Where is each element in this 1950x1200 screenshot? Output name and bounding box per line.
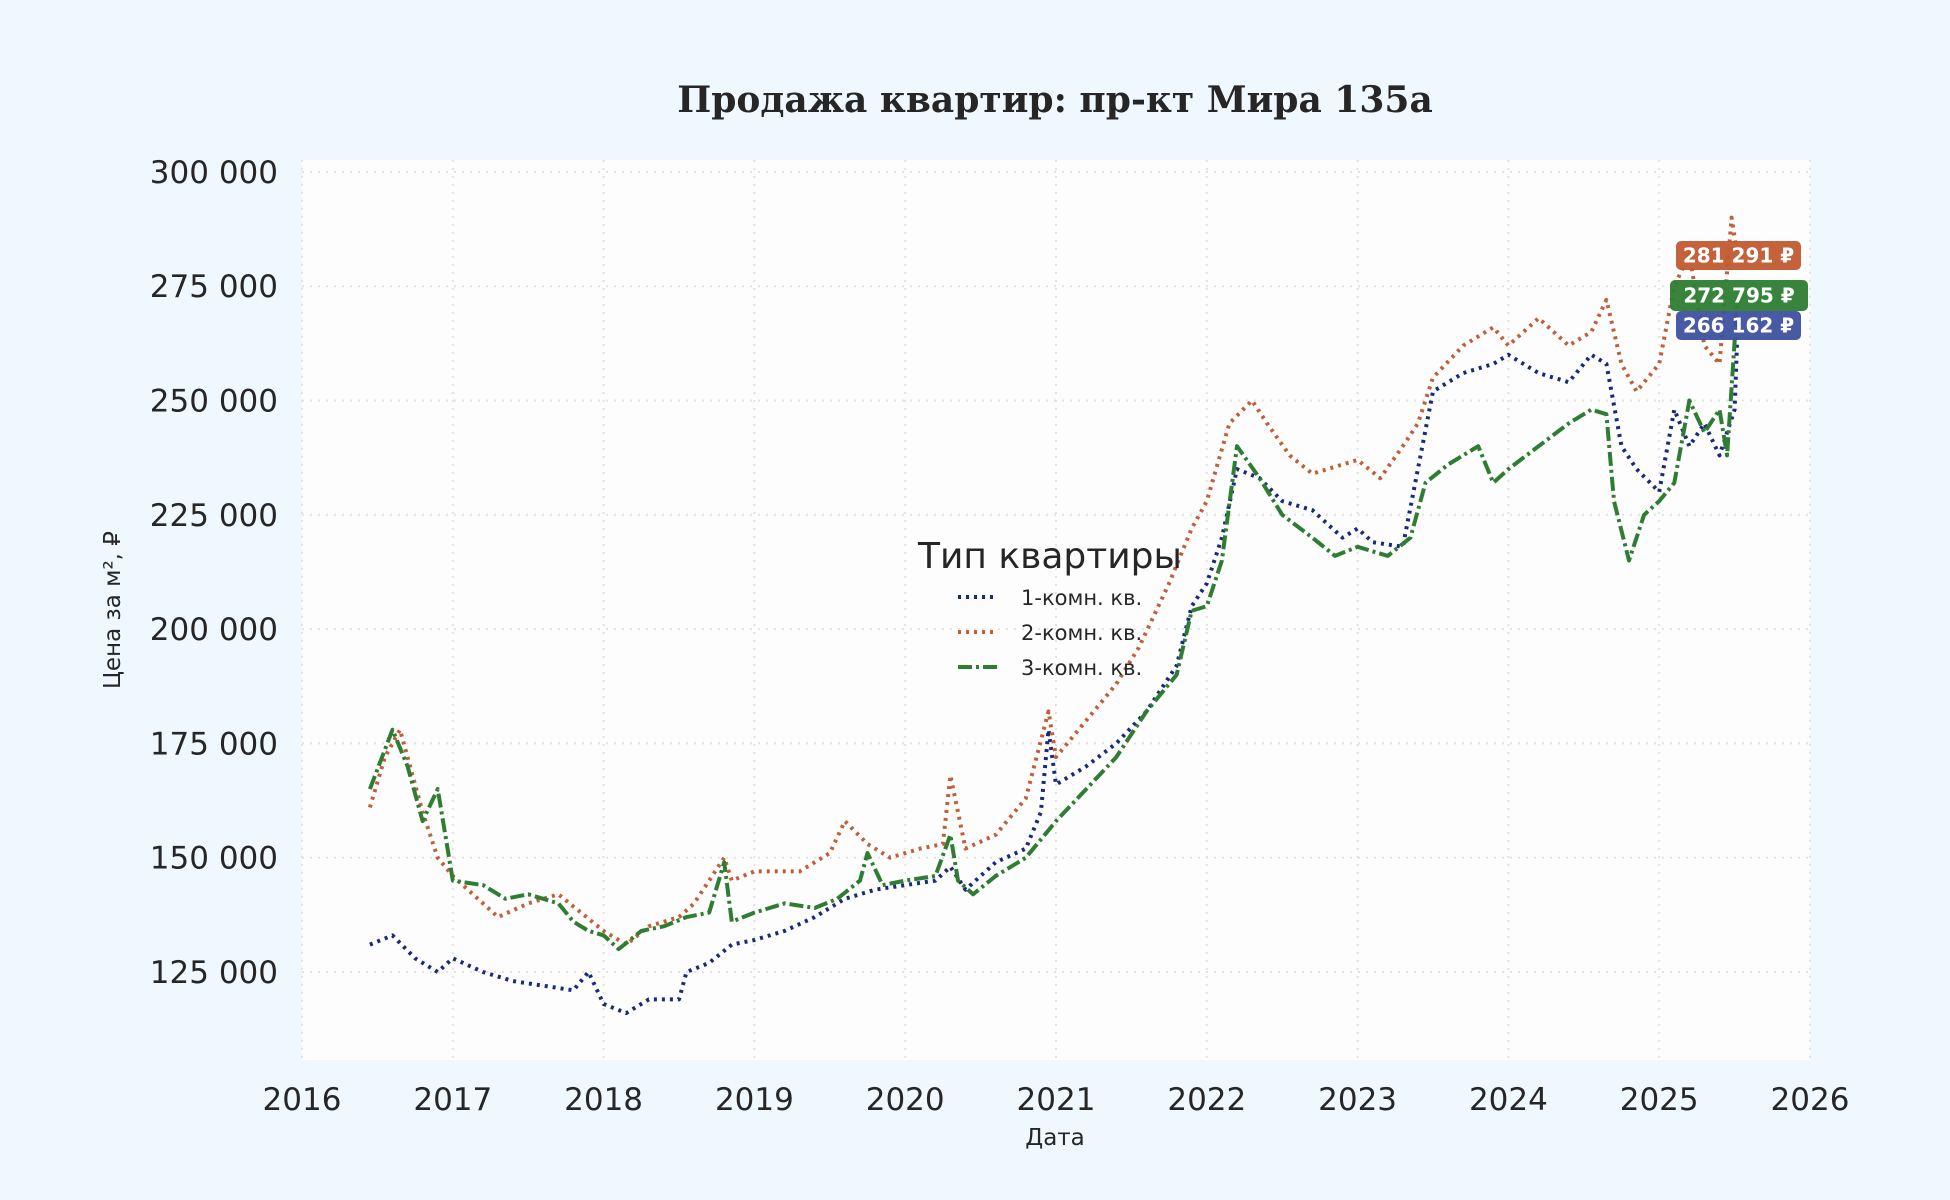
legend-label-3: 3-комн. кв. — [1021, 656, 1142, 680]
x-tick-label: 2018 — [564, 1082, 643, 1118]
y-tick-label: 250 000 — [150, 384, 278, 420]
y-tick-label: 150 000 — [150, 841, 278, 877]
x-axis-label: Дата — [1025, 1125, 1085, 1151]
y-tick-label: 125 000 — [150, 955, 278, 991]
x-tick-label: 2020 — [866, 1082, 945, 1118]
last-value-badge-3 — [1670, 280, 1808, 311]
x-tick-label: 2019 — [715, 1082, 794, 1118]
series-line-2 — [367, 215, 1740, 947]
legend-label-1: 1-комн. кв. — [1021, 586, 1142, 610]
last-value-label-2: 281 291 ₽ — [1683, 244, 1794, 268]
grid — [301, 160, 1811, 1060]
y-tick-labels: 125 000 150 000 175 000 200 000 225 000 250 0… — [150, 155, 278, 991]
last-value-badge-2 — [1676, 241, 1801, 270]
last-value-labels: 266 162 ₽ 281 291 ₽ 272 795 ₽ — [1670, 241, 1808, 340]
chart-title: Продажа квартир: пр-кт Мира 135а — [677, 79, 1433, 121]
y-tick-label: 225 000 — [150, 498, 278, 534]
x-tick-label: 2026 — [1771, 1082, 1850, 1118]
x-tick-label: 2024 — [1469, 1082, 1548, 1118]
x-tick-label: 2023 — [1318, 1082, 1397, 1118]
last-value-label-1: 266 162 ₽ — [1683, 314, 1794, 338]
series-lines — [367, 215, 1740, 1016]
x-tick-label: 2017 — [413, 1082, 492, 1118]
y-tick-label: 200 000 — [150, 612, 278, 648]
y-tick-label: 175 000 — [150, 726, 278, 762]
legend: Тип квартиры 1-комн. кв. 2-комн. кв. 3-ком… — [917, 536, 1182, 680]
y-tick-label: 275 000 — [150, 269, 278, 305]
x-tick-label: 2021 — [1017, 1082, 1096, 1118]
series-line-3 — [368, 296, 1740, 952]
x-tick-labels: 2016 2017 2018 2019 2020 2021 2022 2023 2024 2025… — [263, 1082, 1850, 1118]
y-tick-label: 300 000 — [150, 155, 278, 191]
x-tick-label: 2016 — [263, 1082, 342, 1118]
last-value-badge-1 — [1676, 311, 1801, 340]
last-value-label-3: 272 795 ₽ — [1683, 284, 1794, 308]
x-tick-label: 2022 — [1167, 1082, 1246, 1118]
x-tick-label: 2025 — [1620, 1082, 1699, 1118]
legend-title: Тип квартиры — [917, 536, 1182, 577]
y-axis-label: Цена за м², ₽ — [100, 531, 126, 689]
legend-label-2: 2-комн. кв. — [1021, 621, 1142, 645]
